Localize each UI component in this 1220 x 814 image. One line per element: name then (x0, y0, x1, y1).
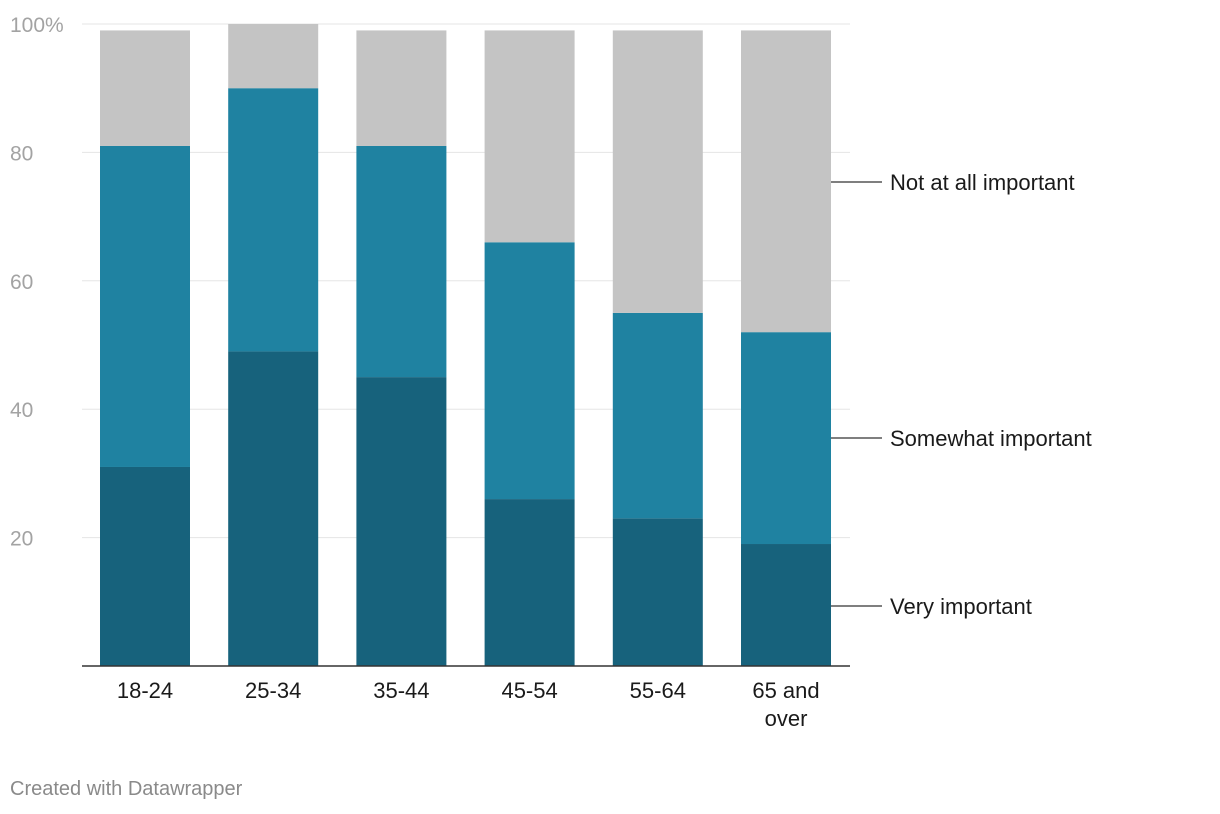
bar-45-54-very-important (484, 499, 575, 666)
stacked-bar-chart: 20 40 60 80 100% 18-24 25-34 35-44 45-54 55-64 65… (10, 14, 1092, 731)
y-tick-label-40: 40 (10, 399, 33, 422)
x-axis-labels: 18-24 25-34 35-44 45-54 55-64 65 and over (117, 678, 820, 731)
grid: 20 40 60 80 100% (10, 14, 850, 551)
bar-55-64-somewhat-important (612, 312, 703, 519)
bar-18-24-very-important (100, 466, 190, 666)
bar-25-34-somewhat-important (228, 88, 319, 352)
x-tick-label-35-44: 35-44 (373, 678, 429, 703)
y-tick-label-100: 100% (10, 14, 64, 37)
x-tick-label-65-and-over: 65 and over (752, 678, 819, 731)
bar-65-and-over-very-important (741, 544, 831, 666)
x-tick-label-18-24: 18-24 (117, 678, 173, 703)
bar-55-64-very-important (612, 518, 703, 666)
legend: Very important Somewhat important Not at a… (831, 170, 1092, 619)
legend-label-somewhat-important: Somewhat important (890, 426, 1092, 451)
bar-35-44-not-at-all-important (356, 30, 447, 146)
bar-35-44-somewhat-important (356, 145, 447, 378)
bar-25-34-very-important (228, 351, 319, 666)
bar-55-64-not-at-all-important (612, 30, 703, 313)
bar-18-24-not-at-all-important (100, 30, 190, 146)
x-tick-label-55-64: 55-64 (630, 678, 686, 703)
bar-65-and-over-not-at-all-important (741, 30, 831, 333)
bars (82, 24, 850, 667)
x-tick-label-45-54: 45-54 (501, 678, 557, 703)
y-tick-label-80: 80 (10, 142, 33, 165)
x-tick-label-25-34: 25-34 (245, 678, 301, 703)
bar-45-54-not-at-all-important (484, 30, 575, 243)
y-tick-label-20: 20 (10, 528, 33, 551)
bar-45-54-somewhat-important (484, 242, 575, 500)
y-tick-label-60: 60 (10, 271, 33, 294)
bar-18-24-somewhat-important (100, 145, 190, 467)
credit-text: Created with Datawrapper (10, 778, 243, 800)
legend-label-very-important: Very important (890, 594, 1032, 619)
legend-label-not-at-all-important: Not at all important (890, 170, 1075, 195)
bar-35-44-very-important (356, 377, 447, 666)
bar-25-34-not-at-all-important (228, 24, 319, 89)
bar-65-and-over-somewhat-important (741, 332, 831, 545)
